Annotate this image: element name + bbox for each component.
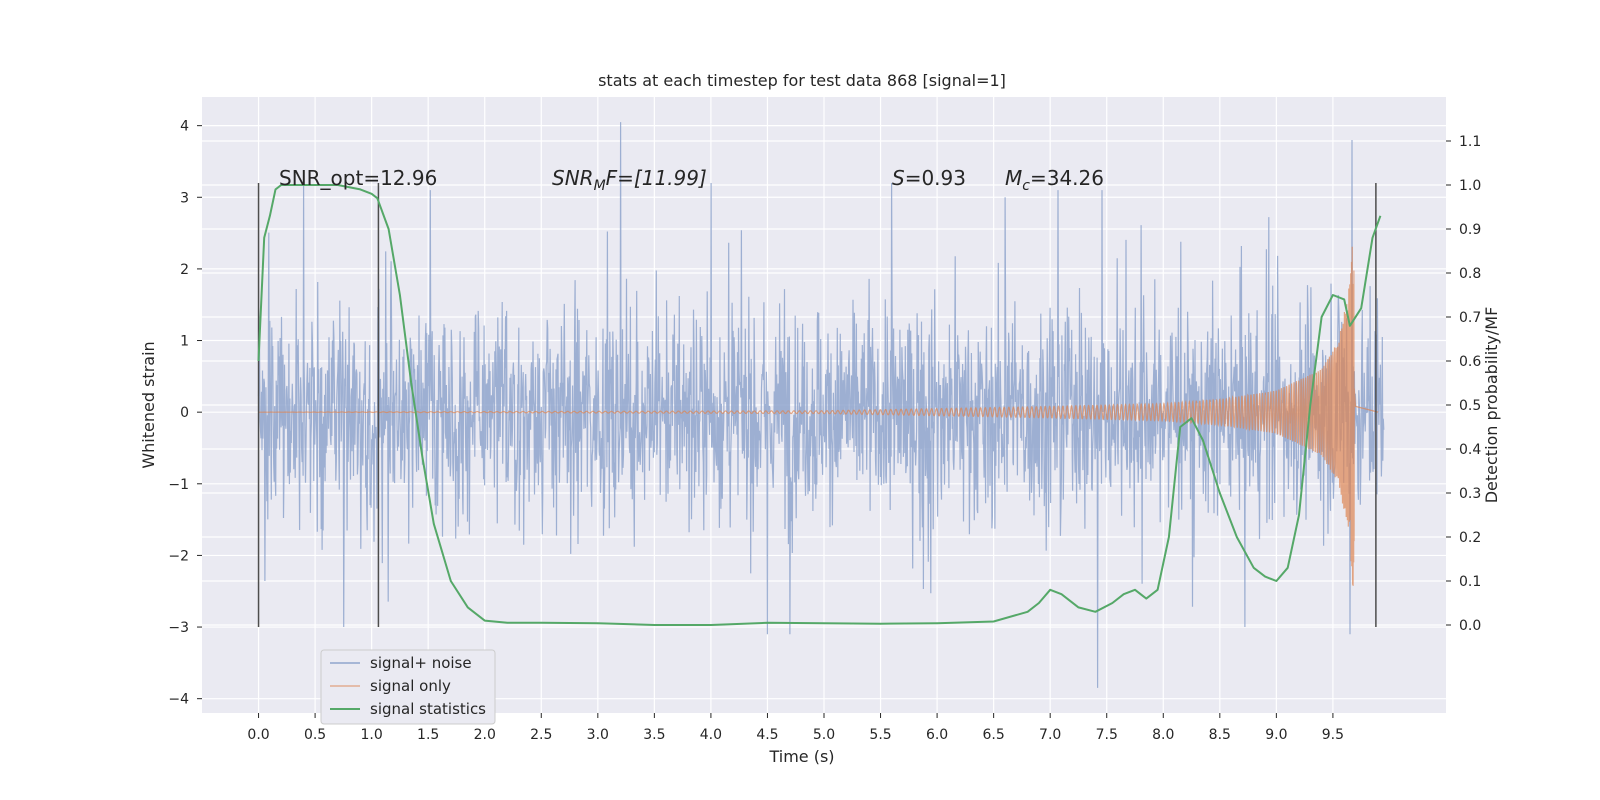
y-axis-ticks: −4 −3 −2 −1 0 1 2 3 4 [168,119,202,708]
x-tick-label: 9.5 [1322,727,1344,743]
annotation-mc-value: =34.26 [1030,166,1104,190]
x-tick-label: 7.0 [1039,727,1061,743]
x-tick-label: 0.0 [247,727,269,743]
annotation-snr-opt: SNR_opt=12.96 [279,166,437,190]
x-tick-label: 8.5 [1209,727,1231,743]
x-tick-label: 1.0 [361,727,383,743]
x-tick-label: 9.0 [1265,727,1287,743]
legend-label-noise: signal+ noise [370,654,472,672]
x-tick-label: 4.0 [700,727,722,743]
x-tick-label: 1.5 [417,727,439,743]
x-tick-label: 7.5 [1096,727,1118,743]
y-right-axis-ticks: 0.0 0.1 0.2 0.3 0.4 0.5 0.6 0.7 0.8 0.9 1.0 1.1 [1446,134,1481,634]
y-tick-label: 0 [180,405,189,421]
x-tick-label: 6.5 [983,727,1005,743]
annotation-snr-mf-suffix: F=[11.99] [606,166,707,190]
y-tick-label: 3 [180,190,189,206]
x-tick-label: 6.0 [926,727,948,743]
y-tick-label: 2 [180,262,189,278]
x-axis-ticks: 0.0 0.5 1.0 1.5 2.0 2.5 3.0 3.5 4.0 4.5 5.0 5.5 6.0 6… [247,713,1344,743]
y-right-tick-label: 0.0 [1459,618,1481,634]
x-tick-label: 0.5 [304,727,326,743]
annotation-snr-mf-prefix: SNR [552,166,594,190]
y-tick-label: −4 [168,692,189,708]
y-right-axis-label: Detection probability/MF [1482,307,1501,504]
x-tick-label: 8.0 [1152,727,1174,743]
legend-label-signal: signal only [370,677,451,695]
chart-title: stats at each timestep for test data 868… [598,71,1006,90]
y-tick-label: −1 [168,477,189,493]
x-tick-label: 5.5 [869,727,891,743]
y-tick-label: 4 [180,119,189,135]
y-right-tick-label: 0.3 [1459,486,1481,502]
x-tick-label: 3.0 [587,727,609,743]
noise-trace [257,122,1385,688]
annotation-mc-sub: c [1022,178,1030,194]
y-right-tick-label: 0.1 [1459,574,1481,590]
y-right-tick-label: 0.8 [1459,266,1481,282]
legend: signal+ noise signal only signal statist… [320,649,496,725]
y-right-tick-label: 0.6 [1459,354,1481,370]
y-right-tick-label: 1.0 [1459,178,1481,194]
y-tick-label: −3 [168,620,189,636]
y-right-tick-label: 0.9 [1459,222,1481,238]
x-tick-label: 5.0 [813,727,835,743]
y-right-tick-label: 0.5 [1459,398,1481,414]
y-axis-label: Whitened strain [139,341,158,468]
annotation-snr-mf: SNRMF=[11.99] [552,166,707,194]
y-tick-label: −2 [168,548,189,564]
legend-box [320,649,496,725]
annotation-s-value: =0.93 [905,166,966,190]
series-signal-statistics [257,184,1382,626]
y-right-tick-label: 1.1 [1459,134,1481,150]
annotation-mc: Mc=34.26 [1005,166,1104,194]
annotation-mc-label: M [1005,166,1022,190]
annotation-s: S=0.93 [892,166,966,190]
annotation-snr-mf-sub: M [594,178,606,194]
y-right-tick-label: 0.2 [1459,530,1481,546]
stats-trace [257,184,1382,626]
x-axis-label: Time (s) [768,747,834,766]
vertical-markers [257,182,1377,628]
series-signal-noise [257,122,1385,688]
x-tick-label: 2.0 [474,727,496,743]
legend-label-stats: signal statistics [370,700,486,718]
y-tick-label: 1 [180,334,189,350]
x-tick-label: 4.5 [756,727,778,743]
x-tick-label: 3.5 [643,727,665,743]
y-right-tick-label: 0.4 [1459,442,1481,458]
x-tick-label: 2.5 [530,727,552,743]
annotation-s-label: S [892,166,905,190]
y-right-tick-label: 0.7 [1459,310,1481,326]
